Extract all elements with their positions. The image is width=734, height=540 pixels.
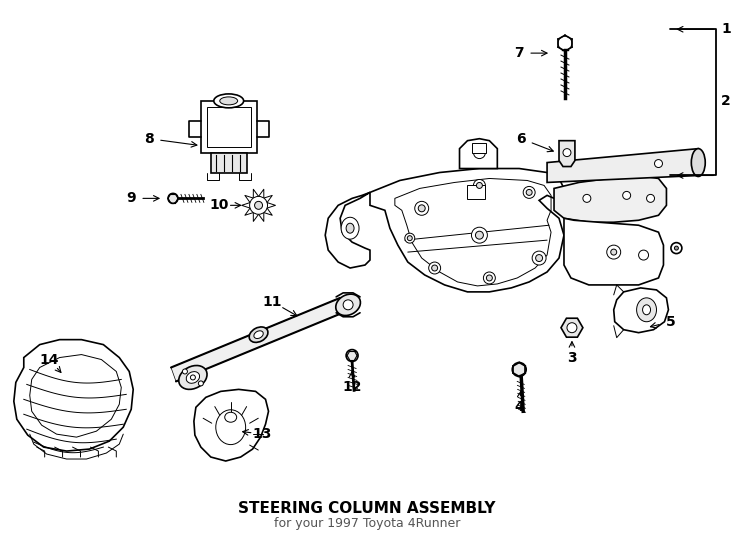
Ellipse shape <box>622 191 631 199</box>
Text: 2: 2 <box>722 94 731 108</box>
Bar <box>473 143 487 153</box>
Text: 1: 1 <box>722 22 731 36</box>
Polygon shape <box>559 140 575 166</box>
Ellipse shape <box>415 201 429 215</box>
Ellipse shape <box>471 227 487 243</box>
Ellipse shape <box>558 36 572 50</box>
Ellipse shape <box>250 197 267 214</box>
Bar <box>201 101 257 153</box>
Ellipse shape <box>225 412 236 422</box>
Bar <box>207 107 250 147</box>
Ellipse shape <box>647 194 655 202</box>
Ellipse shape <box>523 186 535 198</box>
Polygon shape <box>554 176 666 222</box>
Polygon shape <box>194 389 269 461</box>
Text: 14: 14 <box>40 353 59 367</box>
Ellipse shape <box>432 265 437 271</box>
Ellipse shape <box>186 372 200 383</box>
Ellipse shape <box>219 97 238 105</box>
Ellipse shape <box>476 183 482 188</box>
Text: 11: 11 <box>263 295 283 309</box>
Ellipse shape <box>346 223 354 233</box>
Polygon shape <box>564 218 664 285</box>
Text: 13: 13 <box>252 427 272 441</box>
Polygon shape <box>459 139 498 168</box>
Text: 4: 4 <box>515 400 524 414</box>
Ellipse shape <box>642 305 650 315</box>
Ellipse shape <box>607 245 621 259</box>
Ellipse shape <box>636 298 656 322</box>
Ellipse shape <box>611 249 617 255</box>
Text: STEERING COLUMN ASSEMBLY: STEERING COLUMN ASSEMBLY <box>239 501 495 516</box>
Polygon shape <box>547 148 698 183</box>
Ellipse shape <box>655 160 663 167</box>
Ellipse shape <box>567 323 577 333</box>
Ellipse shape <box>512 362 526 376</box>
Ellipse shape <box>254 331 264 339</box>
Polygon shape <box>14 340 133 451</box>
Text: 12: 12 <box>342 380 362 394</box>
Ellipse shape <box>639 250 649 260</box>
Ellipse shape <box>675 246 678 250</box>
Ellipse shape <box>429 262 440 274</box>
Ellipse shape <box>487 275 493 281</box>
Text: for your 1997 Toyota 4Runner: for your 1997 Toyota 4Runner <box>274 517 460 530</box>
Bar <box>468 185 485 199</box>
Ellipse shape <box>341 217 359 239</box>
Polygon shape <box>370 168 564 292</box>
Ellipse shape <box>484 272 495 284</box>
Ellipse shape <box>526 190 532 195</box>
Ellipse shape <box>255 201 263 210</box>
Ellipse shape <box>343 300 353 310</box>
Ellipse shape <box>335 294 360 315</box>
Text: 6: 6 <box>517 132 526 146</box>
Polygon shape <box>561 318 583 337</box>
Ellipse shape <box>249 327 268 342</box>
Ellipse shape <box>473 179 485 191</box>
Ellipse shape <box>214 94 244 108</box>
Ellipse shape <box>536 254 542 261</box>
Polygon shape <box>614 288 669 333</box>
Bar <box>211 153 247 172</box>
Ellipse shape <box>476 231 484 239</box>
Text: 3: 3 <box>567 350 577 365</box>
Ellipse shape <box>183 369 187 374</box>
Text: 5: 5 <box>666 315 675 329</box>
Ellipse shape <box>532 251 546 265</box>
Text: 7: 7 <box>515 46 524 60</box>
Ellipse shape <box>671 242 682 254</box>
Ellipse shape <box>190 375 195 380</box>
Ellipse shape <box>198 381 203 386</box>
Ellipse shape <box>346 349 358 361</box>
Ellipse shape <box>691 148 705 177</box>
Polygon shape <box>171 298 345 381</box>
Polygon shape <box>325 192 370 268</box>
Ellipse shape <box>563 148 571 157</box>
Ellipse shape <box>583 194 591 202</box>
Ellipse shape <box>168 193 178 204</box>
Ellipse shape <box>407 235 413 241</box>
Ellipse shape <box>179 366 207 389</box>
Ellipse shape <box>418 205 425 212</box>
Text: 8: 8 <box>145 132 154 146</box>
Ellipse shape <box>473 147 485 159</box>
Text: 10: 10 <box>209 198 228 212</box>
Text: 9: 9 <box>126 191 136 205</box>
Ellipse shape <box>405 233 415 243</box>
